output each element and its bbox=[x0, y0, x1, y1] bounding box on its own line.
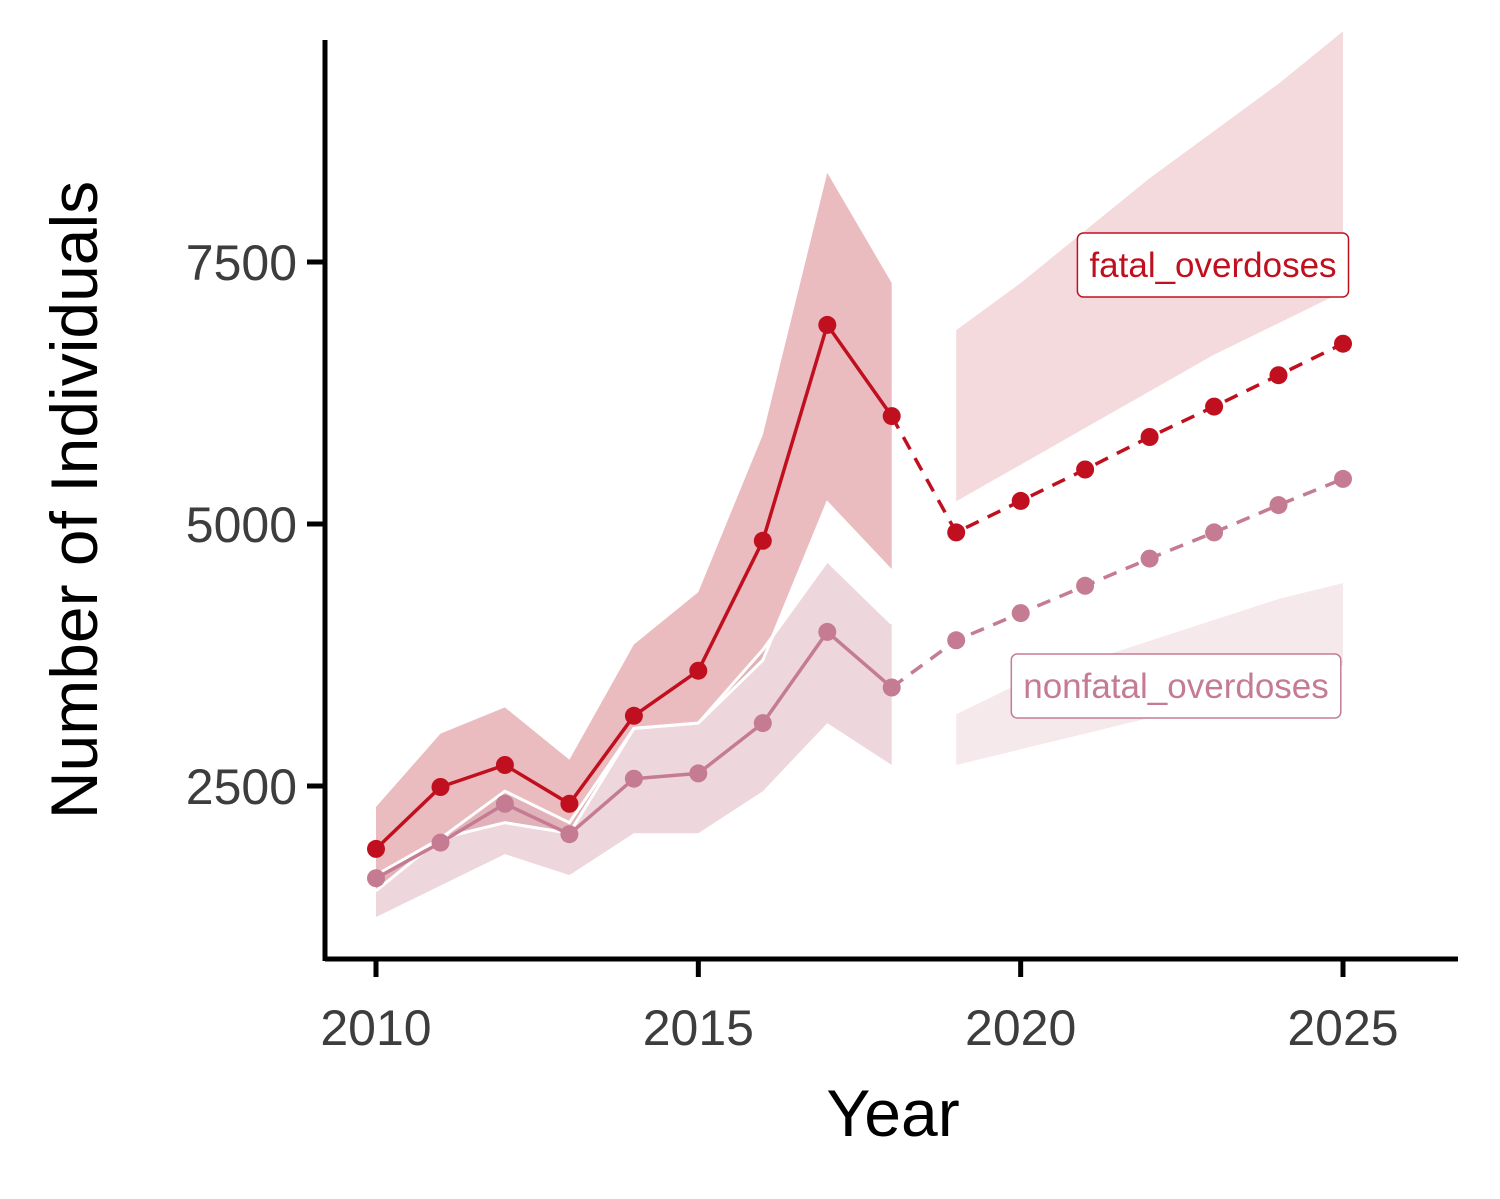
nonfatal-overdoses-point bbox=[1140, 549, 1159, 568]
nonfatal-overdoses-point bbox=[753, 714, 772, 733]
nonfatal-overdoses-label-text: nonfatal_overdoses bbox=[1023, 667, 1329, 706]
nonfatal-overdoses-forecast-line bbox=[890, 477, 1344, 689]
nonfatal-overdoses-point bbox=[560, 825, 579, 844]
nonfatal-overdoses-point bbox=[367, 869, 385, 888]
nonfatal-overdoses-point bbox=[431, 833, 450, 852]
fatal-overdoses-point bbox=[1334, 334, 1352, 353]
fatal-overdoses-point bbox=[882, 407, 901, 426]
fatal-overdoses-point bbox=[624, 706, 643, 725]
nonfatal-overdoses-point bbox=[1334, 469, 1352, 488]
y-axis-ticks: 2500 5000 7500 bbox=[186, 235, 325, 815]
fatal-overdoses-point bbox=[947, 523, 966, 542]
fatal-overdoses-forecast-ribbon-edge bbox=[955, 292, 1344, 505]
fatal-overdoses-point bbox=[1205, 397, 1224, 416]
nonfatal-overdoses-point bbox=[624, 769, 643, 788]
series-points bbox=[367, 315, 1352, 888]
series-labels: fatal_overdoses nonfatal_overdoses bbox=[1010, 232, 1350, 719]
nonfatal-overdoses-observed-ribbon-edge bbox=[375, 558, 893, 877]
x-tick-label: 2010 bbox=[320, 1000, 431, 1056]
fatal-overdoses-observed-ribbon bbox=[376, 172, 892, 891]
x-axis-title: Year bbox=[826, 1076, 959, 1150]
fatal-overdoses-point bbox=[753, 531, 772, 550]
axes: 2010 2015 2020 2025 2500 5000 7500 bbox=[186, 40, 1458, 1056]
y-tick-label: 7500 bbox=[186, 235, 297, 291]
fatal-overdoses-label-text: fatal_overdoses bbox=[1089, 246, 1336, 285]
fatal-overdoses-point bbox=[367, 839, 385, 858]
confidence-ribbons bbox=[375, 31, 1344, 917]
fatal-overdoses-point bbox=[1076, 460, 1095, 479]
fatal-overdoses-point bbox=[495, 756, 514, 774]
nonfatal-overdoses-point bbox=[947, 631, 966, 650]
nonfatal-overdoses-point bbox=[1269, 496, 1288, 515]
x-tick-label: 2025 bbox=[1287, 1000, 1398, 1056]
fatal-overdoses-point bbox=[1269, 366, 1288, 385]
fatal-overdoses-point bbox=[818, 315, 837, 334]
nonfatal-overdoses-point bbox=[495, 794, 514, 813]
nonfatal-overdoses-point bbox=[1076, 576, 1095, 595]
fatal-overdoses-point bbox=[431, 778, 450, 796]
fatal-overdoses-label-box bbox=[1076, 232, 1350, 298]
nonfatal-overdoses-observed-ribbon bbox=[376, 560, 892, 917]
y-axis-title: Number of Individuals bbox=[37, 181, 111, 819]
fatal-overdoses-forecast-line bbox=[890, 342, 1344, 535]
fatal-overdoses-point bbox=[1011, 491, 1030, 510]
y-tick-label: 2500 bbox=[186, 759, 297, 815]
y-tick-label: 5000 bbox=[186, 497, 297, 553]
nonfatal-overdoses-point bbox=[882, 678, 901, 697]
nonfatal-overdoses-point bbox=[818, 622, 837, 641]
nonfatal-overdoses-point bbox=[1011, 604, 1030, 623]
fatal-overdoses-label: fatal_overdoses bbox=[1076, 232, 1350, 298]
nonfatal-overdoses-label: nonfatal_overdoses bbox=[1010, 653, 1342, 719]
fatal-overdoses-point bbox=[1140, 428, 1159, 446]
nonfatal-overdoses-point bbox=[689, 764, 708, 783]
x-tick-label: 2020 bbox=[965, 1000, 1076, 1056]
nonfatal-overdoses-point bbox=[1205, 523, 1224, 542]
fatal-overdoses-point bbox=[560, 794, 579, 813]
nonfatal-overdoses-label-box bbox=[1010, 653, 1342, 719]
fatal-overdoses-point bbox=[689, 661, 708, 680]
x-axis-ticks: 2010 2015 2020 2025 bbox=[320, 959, 1399, 1056]
x-tick-label: 2015 bbox=[643, 1000, 754, 1056]
